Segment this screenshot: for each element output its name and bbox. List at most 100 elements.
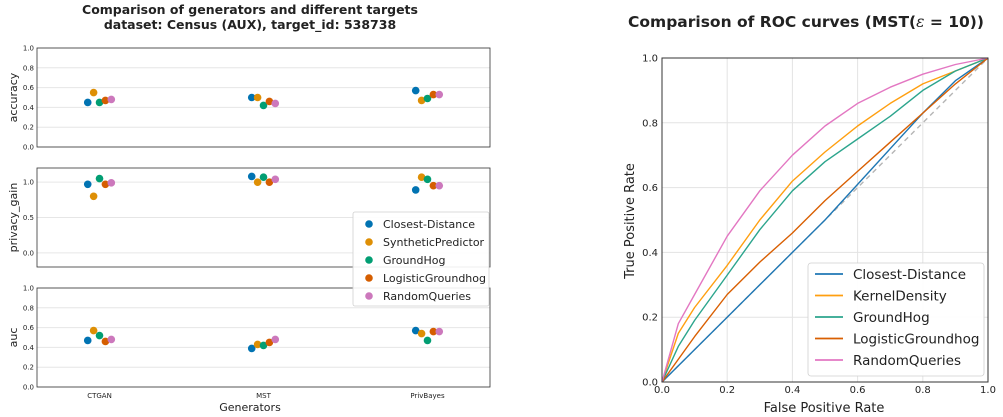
point-randomqueries-mst (271, 99, 280, 108)
point-syntheticpredictor-privbayes (417, 329, 426, 338)
roc-frame (661, 57, 989, 383)
legend-marker-groundhog (365, 256, 373, 264)
left-title-line1: Comparison of generators and different t… (82, 2, 418, 17)
point-groundhog-ctgan (95, 98, 104, 107)
point-groundhog-mst (259, 173, 268, 181)
point-closest-distance-ctgan (83, 180, 92, 189)
legend-marker-randomqueries (365, 292, 373, 300)
y-tick-label: 0.8 (23, 304, 34, 312)
point-closest-distance-privbayes (411, 86, 420, 95)
y-tick-label: 0.0 (23, 144, 34, 152)
point-logisticgroundhog-mst (265, 97, 274, 106)
panel-frame (36, 167, 491, 268)
roc-y-axis-label: True Positive Rate (623, 163, 638, 280)
point-randomqueries-mst (271, 335, 280, 344)
point-logisticgroundhog-mst (265, 178, 274, 186)
y-tick-label: 0.0 (23, 384, 34, 392)
right-figure: Comparison of ROC curves (MST(ε = 10)) 0… (623, 13, 996, 416)
roc-title-main: Comparison of ROC curves (MST( (628, 13, 916, 31)
point-groundhog-ctgan (95, 174, 104, 183)
panel-y-axis-label: privacy_gain (7, 183, 20, 253)
roc-legend-label-logisticgroundhog: LogisticGroundhog (853, 332, 979, 348)
left-x-axis-label: Generators (219, 401, 281, 414)
left-figure: Comparison of generators and different t… (7, 2, 491, 414)
y-tick-label: 0.6 (23, 324, 35, 332)
point-groundhog-mst (259, 341, 268, 350)
point-randomqueries-privbayes (435, 90, 444, 99)
legend-frame (352, 211, 490, 307)
legend-label-groundhog: GroundHog (383, 254, 445, 267)
point-groundhog-ctgan (95, 331, 104, 340)
generator-tick-labels: CTGAN MST PrivBayes (87, 392, 445, 400)
y-tick-label: 0.0 (23, 249, 34, 257)
point-groundhog-mst (259, 101, 268, 110)
point-logisticgroundhog-mst (265, 338, 274, 347)
point-randomqueries-ctgan (107, 95, 116, 104)
y-tick-label: 0.8 (23, 64, 34, 72)
y-tick-label: 0.4 (23, 344, 35, 352)
point-logisticgroundhog-privbayes (429, 327, 438, 336)
point-logisticgroundhog-ctgan (101, 96, 110, 105)
point-closest-distance-ctgan (83, 336, 92, 345)
y-tick-label: 0.5 (23, 214, 34, 222)
point-closest-distance-mst (247, 172, 256, 181)
roc-x-tick-label: 1.0 (980, 385, 996, 396)
point-logisticgroundhog-ctgan (101, 337, 110, 346)
roc-legend-label-randomqueries: RandomQueries (853, 353, 961, 369)
roc-legend-label-closest-distance: Closest-Distance (853, 267, 966, 283)
y-tick-label: 0.6 (23, 84, 35, 92)
y-tick-label: 1.0 (23, 285, 34, 293)
panel-y-axis-label: accuracy (7, 72, 20, 122)
roc-y-tick-label: 0.2 (642, 313, 658, 324)
legend-label-syntheticpredictor: SyntheticPredictor (383, 236, 485, 249)
roc-y-tick-label: 0.4 (642, 248, 658, 259)
point-logisticgroundhog-ctgan (101, 180, 110, 189)
panel-frame (36, 287, 491, 388)
point-closest-distance-mst (247, 344, 256, 353)
left-title-line2: dataset: Census (AUX), target_id: 538738 (104, 17, 396, 33)
point-groundhog-privbayes (423, 175, 432, 184)
roc-x-axis-label: False Positive Rate (764, 401, 885, 416)
point-randomqueries-privbayes (435, 181, 444, 190)
point-syntheticpredictor-mst (253, 178, 262, 186)
legend-label-logisticgroundhog: LogisticGroundhog (383, 272, 486, 285)
x-tick-ctgan: CTGAN (87, 392, 112, 400)
roc-x-tick-label: 0.8 (915, 385, 931, 396)
roc-legend: Closest-Distance KernelDensity GroundHog Lo… (807, 262, 985, 377)
point-closest-distance-privbayes (411, 186, 420, 194)
point-groundhog-privbayes (423, 94, 432, 103)
roc-legend-label-groundhog: GroundHog (853, 310, 930, 326)
roc-legend-frame (807, 262, 985, 377)
legend-marker-closest-distance (365, 220, 373, 228)
point-closest-distance-privbayes (411, 326, 420, 335)
roc-x-tick-label: 0.6 (850, 385, 866, 396)
roc-title-tail: = 10)) (924, 13, 984, 31)
point-logisticgroundhog-privbayes (429, 181, 438, 190)
legend-marker-logisticgroundhog (365, 274, 373, 282)
roc-x-tick-label: 0.0 (654, 385, 670, 396)
legend-label-closest-distance: Closest-Distance (383, 218, 475, 231)
point-randomqueries-ctgan (107, 179, 116, 187)
roc-curve-closest-distance (661, 57, 989, 383)
point-logisticgroundhog-privbayes (429, 90, 438, 99)
point-syntheticpredictor-ctgan (89, 88, 98, 97)
point-syntheticpredictor-mst (253, 340, 262, 349)
point-closest-distance-ctgan (83, 98, 92, 107)
roc-curve-logisticgroundhog (661, 57, 989, 383)
roc-curve-kerneldensity (661, 57, 989, 383)
roc-y-tick-label: 0.0 (642, 378, 658, 389)
point-syntheticpredictor-privbayes (417, 96, 426, 105)
point-groundhog-privbayes (423, 336, 432, 345)
roc-title: Comparison of ROC curves (MST(ε = 10)) (628, 13, 984, 31)
roc-curve-randomqueries (661, 57, 989, 383)
point-randomqueries-ctgan (107, 335, 116, 344)
panel-y-axis-label: auc (7, 328, 20, 348)
x-tick-privbayes: PrivBayes (410, 392, 445, 400)
y-tick-label: 1.0 (23, 45, 34, 53)
point-randomqueries-privbayes (435, 327, 444, 336)
point-syntheticpredictor-ctgan (89, 192, 98, 201)
point-randomqueries-mst (271, 175, 280, 184)
point-syntheticpredictor-privbayes (417, 173, 426, 181)
point-closest-distance-mst (247, 93, 256, 102)
